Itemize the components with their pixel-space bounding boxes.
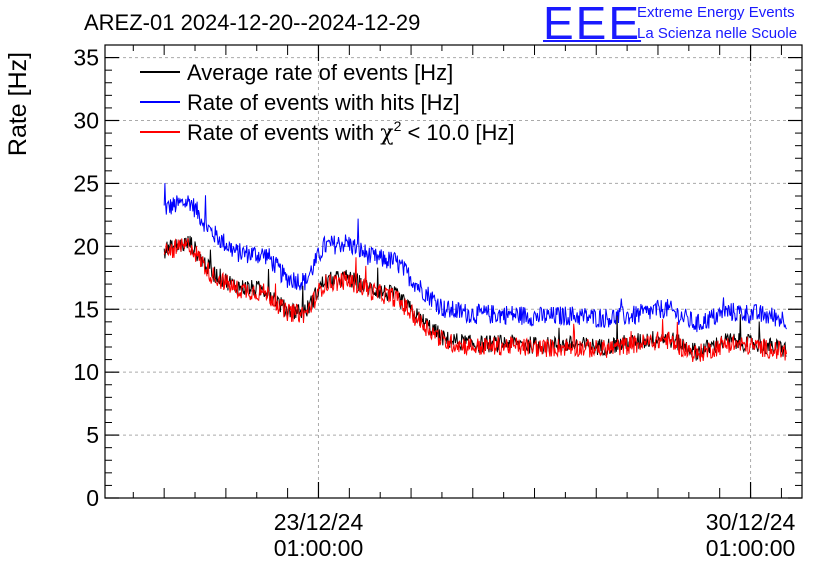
data-series	[163, 183, 787, 362]
logo-text-line2: La Scienza nelle Scuole	[637, 25, 798, 42]
axes: 0510152025303523/12/2401:00:0030/12/2401…	[73, 44, 802, 561]
legend-label: Rate of events with χ2 < 10.0 [Hz]	[187, 118, 514, 146]
y-tick-label: 5	[86, 422, 99, 448]
legend: Average rate of events [Hz] Rate of event…	[140, 60, 514, 146]
logo-text-line1: Extreme Energy Events	[637, 4, 795, 21]
chart-title: AREZ-01 2024-12-20--2024-12-29	[84, 10, 420, 35]
series-line	[163, 183, 787, 333]
x-tick-label-time: 01:00:00	[274, 535, 364, 561]
x-tick-label-date: 30/12/24	[706, 509, 796, 535]
y-tick-label: 35	[73, 45, 99, 71]
legend-label: Rate of events with hits [Hz]	[187, 90, 460, 115]
y-tick-label: 30	[73, 108, 99, 134]
x-tick-label-time: 01:00:00	[706, 535, 796, 561]
y-tick-label: 25	[73, 170, 99, 196]
eee-logo-mark: EEE	[543, 0, 642, 49]
y-axis-label: Rate [Hz]	[4, 52, 32, 156]
x-tick-label-date: 23/12/24	[274, 509, 364, 535]
y-tick-label: 0	[86, 485, 99, 511]
series-line	[163, 237, 787, 362]
y-tick-label: 10	[73, 359, 99, 385]
eee-logo: EEE Extreme Energy Events La Scienza nel…	[543, 0, 833, 49]
legend-label: Average rate of events [Hz]	[187, 60, 453, 85]
y-tick-label: 15	[73, 296, 99, 322]
y-tick-label: 20	[73, 233, 99, 259]
